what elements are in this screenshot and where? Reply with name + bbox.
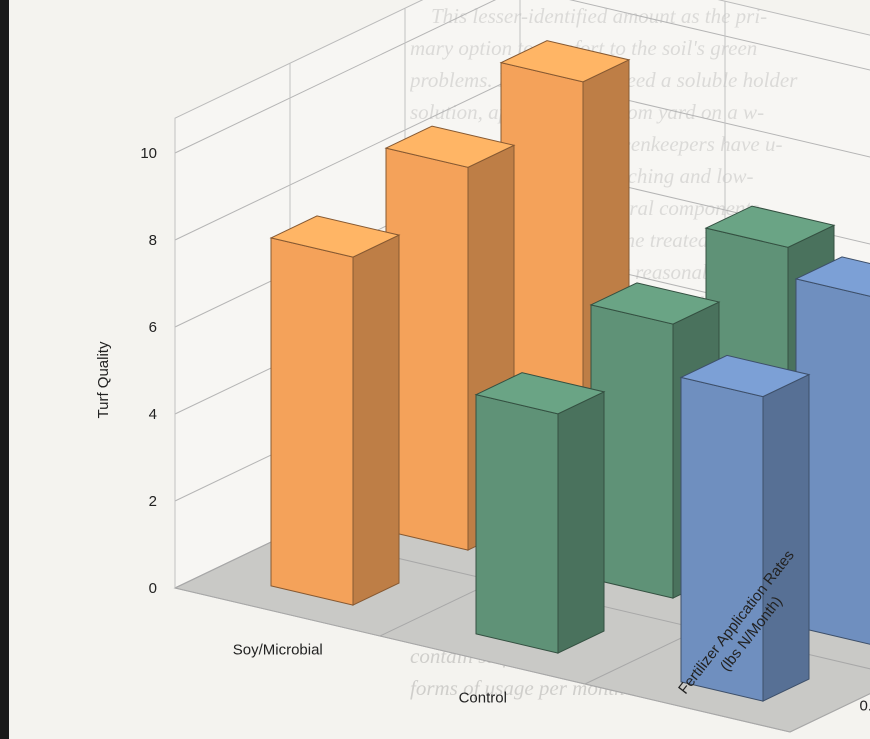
y-tick-label: 8	[149, 232, 157, 249]
bar-front-face	[270, 237, 354, 606]
y-tick-label: 2	[149, 493, 157, 510]
bar-top-face	[589, 282, 721, 325]
x-category-label: Soy/Microbial	[233, 641, 323, 658]
y-axis-title: Turf Quality	[95, 341, 112, 418]
bar-top-face	[704, 205, 836, 248]
grid-line-floor	[174, 587, 791, 733]
left-margin-rule	[0, 0, 9, 739]
chart-bars	[269, 40, 870, 702]
depth-tick-label: 0.10	[860, 698, 870, 715]
bar-control-0.10	[474, 372, 606, 654]
y-tick-label: 6	[149, 319, 157, 336]
x-category-label: Inorg.	[669, 737, 707, 739]
bar-top-face	[269, 215, 401, 258]
bar-soy-microbial-0.10	[269, 215, 401, 606]
grid-line-left-wall	[174, 0, 497, 154]
grid-line-floor	[789, 693, 870, 733]
bar-top-face	[499, 40, 631, 83]
bar-top-face	[679, 354, 811, 398]
bar-inorg--0.20	[794, 256, 870, 645]
grid-line-back-wall	[569, 0, 870, 71]
y-tick-label: 10	[140, 145, 157, 162]
bar-side-face	[352, 234, 400, 606]
bar-side-face	[557, 391, 605, 654]
bar-top-face	[794, 256, 870, 297]
grid-line-left-wall	[174, 74, 521, 241]
y-tick-label: 0	[149, 580, 157, 597]
bar-top-face	[474, 372, 606, 415]
bar-side-face	[762, 373, 810, 702]
bar-inorg--0.10	[679, 354, 811, 702]
bar-front-face	[475, 394, 559, 654]
bar-top-face	[384, 125, 516, 168]
x-category-label: Control	[459, 689, 507, 706]
y-tick-label: 4	[149, 406, 157, 423]
